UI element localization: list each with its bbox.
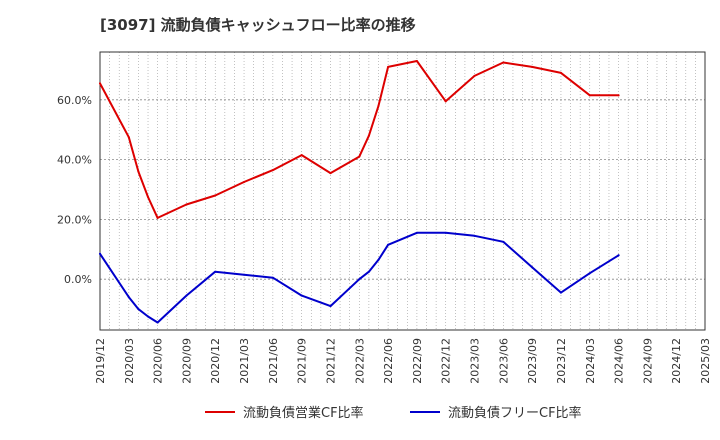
data-point <box>415 231 418 234</box>
x-tick-label: 2024/12 <box>670 338 683 384</box>
plot-area <box>100 52 705 330</box>
data-point <box>271 276 274 279</box>
y-tick-label: 20.0% <box>57 213 92 226</box>
y-tick-label: 40.0% <box>57 154 92 167</box>
legend-label-1: 流動負債営業CF比率 <box>243 405 364 421</box>
data-point <box>127 296 130 299</box>
data-point <box>617 254 620 257</box>
data-point <box>127 136 130 139</box>
data-point <box>300 294 303 297</box>
data-point <box>137 308 140 311</box>
x-tick-label: 2020/06 <box>152 338 165 384</box>
data-point <box>588 94 591 97</box>
x-tick-label: 2022/09 <box>411 338 424 384</box>
data-point <box>559 291 562 294</box>
data-point <box>99 252 101 255</box>
x-tick-label: 2025/03 <box>699 338 712 384</box>
data-point <box>358 155 361 158</box>
data-point <box>147 195 150 198</box>
data-point <box>377 104 380 107</box>
data-point <box>185 294 188 297</box>
plot-frame <box>99 51 706 331</box>
data-point <box>185 203 188 206</box>
data-point <box>329 172 332 175</box>
data-point <box>387 243 390 246</box>
data-point <box>214 270 217 273</box>
data-point <box>329 305 332 308</box>
data-point <box>415 59 418 62</box>
data-point <box>531 266 534 269</box>
data-point <box>617 94 620 97</box>
y-tick-label: 0.0% <box>64 273 92 286</box>
x-tick-label: 2023/06 <box>497 338 510 384</box>
data-point <box>367 134 370 137</box>
x-tick-label: 2022/06 <box>382 338 395 384</box>
data-point <box>243 273 246 276</box>
data-point <box>559 71 562 74</box>
x-tick-label: 2021/03 <box>238 338 251 384</box>
legend-label-2: 流動負債フリーCF比率 <box>448 405 582 421</box>
data-point <box>377 258 380 261</box>
chart-title: [3097] 流動負債キャッシュフロー比率の推移 <box>100 16 416 34</box>
data-point <box>156 321 159 324</box>
data-point <box>147 315 150 318</box>
data-point <box>531 65 534 68</box>
x-tick-label: 2022/03 <box>353 338 366 384</box>
x-tick-label: 2020/12 <box>209 338 222 384</box>
data-point <box>444 231 447 234</box>
x-tick-label: 2020/09 <box>180 338 193 384</box>
x-tick-label: 2021/06 <box>267 338 280 384</box>
data-point <box>271 169 274 172</box>
x-tick-label: 2023/09 <box>526 338 539 384</box>
x-tick-label: 2024/06 <box>613 338 626 384</box>
data-point <box>387 65 390 68</box>
data-point <box>137 170 140 173</box>
x-tick-label: 2020/03 <box>123 338 136 384</box>
data-point <box>358 278 361 281</box>
data-point <box>444 100 447 103</box>
data-point <box>300 154 303 157</box>
x-tick-label: 2023/12 <box>555 338 568 384</box>
x-tick-label: 2024/03 <box>584 338 597 384</box>
x-tick-label: 2023/03 <box>469 338 482 384</box>
data-point <box>156 216 159 219</box>
data-point <box>214 194 217 197</box>
x-tick-label: 2024/09 <box>641 338 654 384</box>
x-tick-label: 2021/09 <box>296 338 309 384</box>
x-tick-label: 2019/12 <box>94 338 107 384</box>
y-tick-label: 60.0% <box>57 94 92 107</box>
data-point <box>588 272 591 275</box>
data-point <box>502 240 505 243</box>
x-tick-label: 2022/12 <box>440 338 453 384</box>
data-point <box>473 234 476 237</box>
x-tick-label: 2021/12 <box>324 338 337 384</box>
data-point <box>473 74 476 77</box>
data-point <box>99 82 101 85</box>
data-point <box>502 61 505 64</box>
data-point <box>367 270 370 273</box>
data-point <box>243 181 246 184</box>
